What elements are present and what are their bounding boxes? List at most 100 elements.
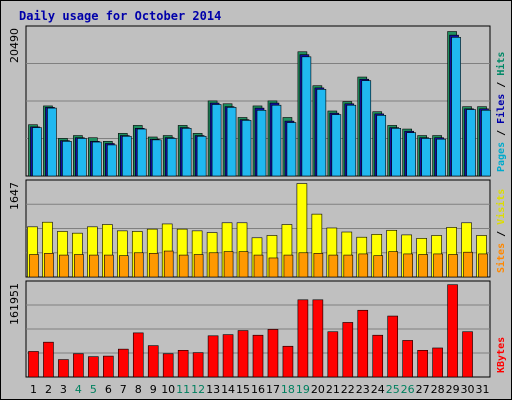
bar-pages [151, 139, 162, 177]
bar-sites [268, 257, 279, 278]
x-tick-label: 16 [251, 383, 265, 396]
bar-kbytes [73, 353, 84, 378]
bar-sites [238, 251, 249, 278]
bar-sites [418, 254, 428, 278]
x-tick-label: 5 [90, 383, 97, 396]
bar-pages [421, 138, 431, 177]
bar-kbytes [222, 334, 234, 378]
bar-pages [406, 132, 416, 177]
bar-pages [107, 144, 117, 177]
bar-sites [373, 255, 384, 278]
bar-pages [391, 128, 402, 177]
bar-pages [136, 128, 147, 177]
legend-segment: KBytes [496, 337, 507, 373]
bar-sites [298, 252, 309, 278]
bar-sites [403, 253, 413, 278]
bar-sites [478, 253, 488, 278]
x-tick-label: 13 [206, 383, 220, 396]
x-tick-label: 3 [60, 383, 67, 396]
bar-kbytes [147, 345, 159, 378]
bar-pages [466, 109, 476, 177]
bar-pages [77, 138, 87, 177]
bar-pages [436, 138, 446, 177]
bar-kbytes [282, 345, 294, 378]
bar-sites [343, 254, 354, 278]
y-max-label: 1647 [8, 182, 21, 210]
x-tick-label: 9 [150, 383, 157, 396]
x-tick-label: 21 [326, 383, 340, 396]
x-tick-label: 10 [161, 383, 175, 396]
bar-sites [388, 251, 399, 278]
x-tick-label: 30 [461, 383, 475, 396]
bar-kbytes [387, 315, 399, 378]
x-axis-labels: 1 2 3 4 5 6 7 8 9 10 11 12 13 14 15 16 17 18 19 20 21 22 23 24 2… [30, 383, 490, 396]
bar-pages [211, 104, 222, 177]
bar-kbytes [103, 355, 114, 378]
x-tick-label: 1 [30, 383, 37, 396]
bar-kbytes [207, 335, 219, 378]
bar-kbytes [162, 353, 174, 378]
y-max-label: 20490 [8, 28, 21, 63]
bar-kbytes [417, 350, 428, 378]
x-tick-label: 12 [191, 383, 205, 396]
bar-kbytes [252, 334, 264, 378]
bar-kbytes [447, 284, 458, 378]
bar-kbytes [117, 348, 129, 378]
x-tick-label: 27 [416, 383, 430, 396]
bar-sites [448, 254, 458, 278]
bar-sites [89, 254, 99, 278]
legend-segment: Hits [495, 52, 507, 76]
bar-kbytes [267, 329, 279, 378]
bar-sites [253, 254, 264, 278]
bar-sites [358, 253, 369, 278]
x-tick-label: 6 [105, 383, 112, 396]
panel-top: 20490 Pages / Files / Hits [8, 25, 507, 177]
y-max-label: 161951 [8, 283, 21, 325]
bar-sites [313, 253, 324, 278]
bar-sites [463, 251, 473, 278]
bar-sites [208, 252, 219, 278]
x-tick-label: 2 [45, 383, 52, 396]
x-tick-label: 20 [311, 383, 325, 396]
bar-kbytes [88, 356, 99, 378]
bar-sites [104, 254, 114, 278]
bar-pages [62, 141, 72, 177]
legend-segment: Pages [496, 142, 507, 172]
bar-kbytes [297, 299, 309, 378]
bar-sites [328, 254, 339, 278]
chart-panels: 20490 Pages / Files / Hits 1647 Sites / Vis… [8, 25, 507, 378]
x-tick-label: 28 [431, 383, 445, 396]
legend-label: Sites / Visits [495, 189, 507, 273]
bar-sites [118, 255, 129, 278]
x-tick-label: 11 [176, 383, 190, 396]
bar-pages [256, 109, 267, 177]
x-tick-label: 4 [75, 383, 82, 396]
bar-sites [44, 253, 54, 278]
bar-kbytes [177, 350, 189, 378]
bar-kbytes [58, 359, 69, 378]
bar-kbytes [28, 351, 39, 378]
x-tick-label: 7 [120, 383, 127, 396]
bar-kbytes [43, 341, 54, 378]
bar-kbytes [342, 322, 354, 378]
bar-kbytes [192, 352, 204, 378]
panel-bottom: 161951 KBytes [8, 280, 507, 378]
x-tick-label: 14 [221, 383, 235, 396]
x-tick-label: 31 [476, 383, 490, 396]
x-tick-label: 19 [296, 383, 310, 396]
x-tick-label: 17 [266, 383, 280, 396]
bar-kbytes [327, 331, 339, 378]
chart-title: Daily usage for October 2014 [19, 9, 221, 23]
bar-pages [331, 114, 342, 177]
legend-label: KBytes [496, 337, 507, 373]
bar-pages [47, 107, 57, 177]
x-tick-label: 29 [446, 383, 460, 396]
bar-pages [376, 115, 387, 177]
bar-pages [181, 128, 192, 177]
bar-pages [316, 89, 327, 177]
legend-segment: / [496, 225, 507, 243]
bar-sites [74, 254, 84, 278]
bar-pages [481, 109, 491, 177]
bar-sites [193, 254, 204, 278]
